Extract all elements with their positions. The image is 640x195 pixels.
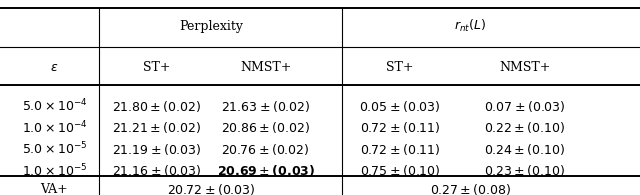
Text: $0.24 \pm (0.10)$: $0.24 \pm (0.10)$ — [484, 142, 565, 157]
Text: $21.80 \pm (0.02)$: $21.80 \pm (0.02)$ — [112, 99, 202, 114]
Text: $5.0 \times 10^{-5}$: $5.0 \times 10^{-5}$ — [22, 141, 87, 158]
Text: Perplexity: Perplexity — [179, 20, 243, 33]
Text: $5.0 \times 10^{-4}$: $5.0 \times 10^{-4}$ — [22, 98, 87, 115]
Text: $0.75 \pm (0.10)$: $0.75 \pm (0.10)$ — [360, 163, 440, 178]
Text: $0.72 \pm (0.11)$: $0.72 \pm (0.11)$ — [360, 120, 440, 135]
Text: $0.23 \pm (0.10)$: $0.23 \pm (0.10)$ — [484, 163, 565, 178]
Text: $0.72 \pm (0.11)$: $0.72 \pm (0.11)$ — [360, 142, 440, 157]
Text: $21.16 \pm (0.03)$: $21.16 \pm (0.03)$ — [112, 163, 202, 178]
Text: $20.76 \pm (0.02)$: $20.76 \pm (0.02)$ — [221, 142, 310, 157]
Text: VA+: VA+ — [40, 183, 68, 195]
Text: $20.72 \pm (0.03)$: $20.72 \pm (0.03)$ — [167, 182, 255, 195]
Text: $1.0 \times 10^{-4}$: $1.0 \times 10^{-4}$ — [22, 119, 87, 136]
Text: $0.07 \pm (0.03)$: $0.07 \pm (0.03)$ — [484, 99, 566, 114]
Text: ST+: ST+ — [387, 61, 413, 74]
Text: $21.63 \pm (0.02)$: $21.63 \pm (0.02)$ — [221, 99, 310, 114]
Text: $r_{nt}(L)$: $r_{nt}(L)$ — [454, 18, 486, 34]
Text: ST+: ST+ — [143, 61, 170, 74]
Text: $0.05 \pm (0.03)$: $0.05 \pm (0.03)$ — [359, 99, 441, 114]
Text: $\mathbf{20.69} \pm \mathbf{(0.03)}$: $\mathbf{20.69} \pm \mathbf{(0.03)}$ — [216, 163, 315, 178]
Text: $20.86 \pm (0.02)$: $20.86 \pm (0.02)$ — [221, 120, 310, 135]
Text: $21.21 \pm (0.02)$: $21.21 \pm (0.02)$ — [112, 120, 202, 135]
Text: $\epsilon$: $\epsilon$ — [51, 61, 58, 74]
Text: NMST+: NMST+ — [240, 61, 291, 74]
Text: $0.22 \pm (0.10)$: $0.22 \pm (0.10)$ — [484, 120, 565, 135]
Text: $1.0 \times 10^{-5}$: $1.0 \times 10^{-5}$ — [22, 162, 87, 179]
Text: $21.19 \pm (0.03)$: $21.19 \pm (0.03)$ — [112, 142, 202, 157]
Text: NMST+: NMST+ — [499, 61, 550, 74]
Text: $0.27 \pm (0.08)$: $0.27 \pm (0.08)$ — [430, 182, 511, 195]
